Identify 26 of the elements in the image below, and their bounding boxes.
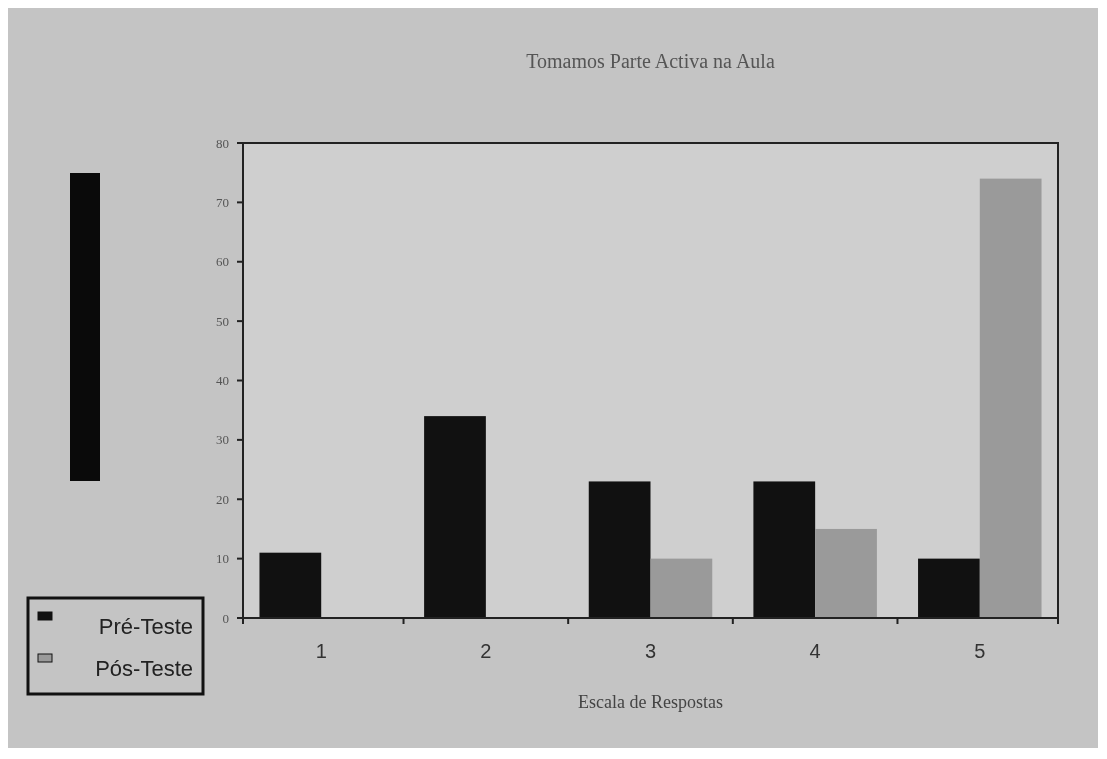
bar [259, 552, 322, 618]
y-tick-label: 30 [216, 432, 229, 448]
y-tick-label: 50 [216, 313, 229, 329]
x-tick-label: 1 [315, 640, 327, 662]
bar [588, 481, 651, 618]
y-tick-label: 60 [216, 254, 229, 270]
bar [815, 528, 877, 618]
bar [918, 558, 980, 618]
y-tick-label: 10 [216, 551, 229, 567]
legend-label: Pré-Teste [98, 614, 193, 639]
bar [979, 178, 1042, 618]
y-tick-label: 80 [216, 135, 229, 151]
x-tick-label: 3 [644, 640, 657, 662]
y-tick-label: 70 [216, 194, 229, 210]
x-tick-label: 4 [809, 640, 821, 662]
chart-title: Tomamos Parte Activa na Aula [526, 50, 775, 72]
legend-label: Pós-Teste [95, 656, 193, 681]
y-tick-label: 0 [222, 610, 229, 626]
y-tick-label: 40 [216, 373, 229, 389]
bar [753, 481, 816, 618]
bar [650, 558, 713, 618]
bar [424, 416, 486, 618]
x-tick-label: 2 [480, 640, 492, 662]
y-tick-label: 20 [216, 491, 229, 507]
x-tick-label: 5 [974, 640, 986, 662]
x-axis-title: Escala de Respostas [578, 692, 723, 712]
